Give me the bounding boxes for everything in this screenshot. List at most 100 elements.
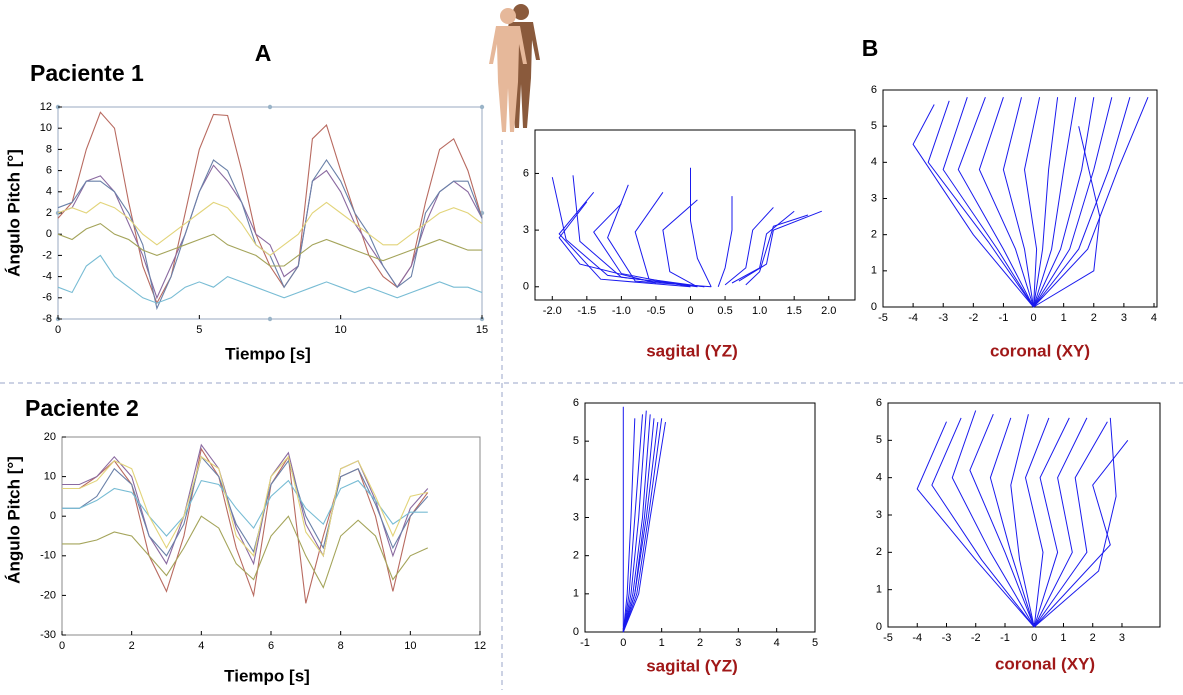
y-tick-label: 3 xyxy=(523,224,529,236)
y-tick-label: 0 xyxy=(523,281,529,293)
y-tick-label: -30 xyxy=(40,629,56,641)
x-tick-label: 6 xyxy=(268,640,274,652)
series-line xyxy=(622,418,636,633)
body-icon xyxy=(489,4,540,132)
x-tick-label: 2 xyxy=(1091,312,1097,324)
series-line xyxy=(1033,97,1131,308)
series-line xyxy=(738,210,822,282)
x-tick-label: 4 xyxy=(1151,312,1157,324)
y-tick-label: -20 xyxy=(40,589,56,601)
x-tick-label: 0 xyxy=(1030,312,1036,324)
series-line xyxy=(1033,97,1077,308)
series-line xyxy=(622,422,666,633)
series-line xyxy=(912,104,1034,308)
series-line xyxy=(622,414,651,633)
series-line xyxy=(1033,126,1101,308)
panel-label: A xyxy=(255,40,272,66)
series-line xyxy=(593,203,691,288)
x-tick-label: 1 xyxy=(1060,632,1066,644)
y-tick-label: -4 xyxy=(42,271,52,283)
x-tick-label: 12 xyxy=(474,640,486,652)
series-line xyxy=(989,417,1035,628)
frame-handle xyxy=(479,104,485,110)
y-axis-label: Ángulo Pitch [°] xyxy=(4,456,23,584)
series-line xyxy=(622,414,643,633)
x-tick-label: -1.0 xyxy=(612,305,631,317)
x-tick-label: -4 xyxy=(908,312,918,324)
x-tick-label: 3 xyxy=(1121,312,1127,324)
series-line xyxy=(1023,97,1041,308)
x-tick-label: 10 xyxy=(404,640,416,652)
series-line xyxy=(927,100,1034,308)
x-tick-label: -2 xyxy=(968,312,978,324)
series-line xyxy=(931,417,1035,628)
series-line xyxy=(969,414,1035,628)
series-line xyxy=(57,164,483,300)
series-line xyxy=(1033,417,1117,628)
x-tick-label: -1.5 xyxy=(577,305,596,317)
series-line xyxy=(62,455,429,557)
x-tick-label: 0 xyxy=(687,305,693,317)
y-tick-label: 1 xyxy=(573,588,579,600)
series-line xyxy=(57,254,483,304)
frame-handle xyxy=(267,316,273,322)
x-tick-label: 15 xyxy=(476,324,488,336)
x-tick-label: 5 xyxy=(812,637,818,649)
chart-title: Paciente 1 xyxy=(30,60,144,86)
y-tick-label: 4 xyxy=(871,156,877,168)
x-tick-label: -1 xyxy=(999,312,1009,324)
series-line xyxy=(62,515,429,589)
series-line xyxy=(745,214,809,286)
x-tick-label: 2.0 xyxy=(821,305,836,317)
x-tick-label: -2.0 xyxy=(543,305,562,317)
series-line xyxy=(57,222,482,267)
series-line xyxy=(1010,414,1035,628)
y-tick-label: 10 xyxy=(44,471,56,483)
y-tick-label: 8 xyxy=(46,143,52,155)
x-tick-label: -3 xyxy=(938,312,948,324)
x-tick-label: 1 xyxy=(1061,312,1067,324)
series-line xyxy=(622,410,647,633)
series-line xyxy=(1024,417,1050,628)
series-line xyxy=(62,455,428,558)
y-tick-label: 0 xyxy=(50,510,56,522)
x-axis-label: Tiempo [s] xyxy=(225,344,311,363)
x-tick-label: 8 xyxy=(338,640,344,652)
y-tick-label: -6 xyxy=(42,292,52,304)
y-tick-label: 6 xyxy=(46,165,52,177)
y-tick-label: 5 xyxy=(876,434,882,446)
y-tick-label: 3 xyxy=(876,509,882,521)
y-tick-label: 10 xyxy=(40,122,52,134)
y-tick-label: 5 xyxy=(871,120,877,132)
x-axis-label: coronal (XY) xyxy=(995,654,1095,673)
y-tick-label: -10 xyxy=(40,550,56,562)
chart-title: Paciente 2 xyxy=(25,395,139,421)
x-tick-label: -0.5 xyxy=(646,305,665,317)
y-tick-label: 6 xyxy=(573,397,579,409)
y-tick-label: 3 xyxy=(871,192,877,204)
x-tick-label: 1.5 xyxy=(787,305,802,317)
series-line xyxy=(731,210,795,284)
series-line xyxy=(1002,97,1034,308)
frame-handle xyxy=(267,104,273,110)
series-line xyxy=(951,410,1035,628)
y-tick-label: 6 xyxy=(871,84,877,96)
series-line xyxy=(62,479,428,537)
y-tick-label: 12 xyxy=(40,101,52,113)
x-tick-label: 1.0 xyxy=(752,305,767,317)
x-tick-label: 1 xyxy=(659,637,665,649)
series-line xyxy=(957,97,1034,308)
series-line xyxy=(1033,439,1129,628)
y-tick-label: 6 xyxy=(876,397,882,409)
series-line xyxy=(690,167,712,288)
y-tick-label: 0 xyxy=(876,621,882,633)
y-tick-label: 0 xyxy=(871,301,877,313)
series-line xyxy=(1033,417,1088,628)
series-line xyxy=(572,175,705,288)
plot-frame xyxy=(534,129,856,301)
series-line xyxy=(57,201,483,257)
y-tick-label: 1 xyxy=(876,584,882,596)
x-axis-label: sagital (YZ) xyxy=(646,341,738,360)
